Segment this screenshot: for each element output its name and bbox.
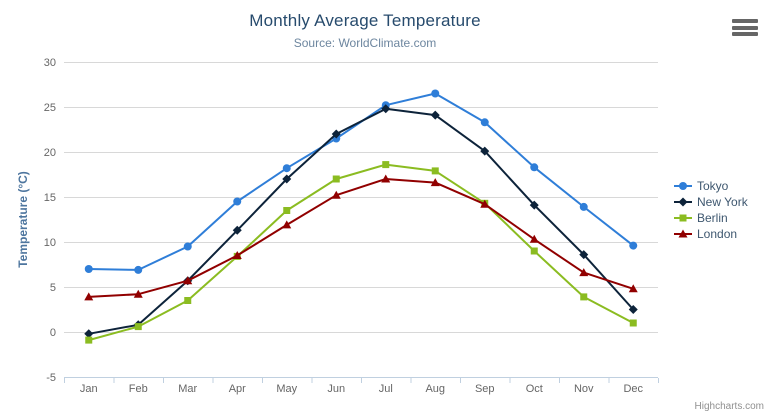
data-point-marker-new-york[interactable] bbox=[84, 329, 94, 339]
triangle-legend-marker-icon bbox=[674, 229, 692, 238]
y-axis-tick-label: 10 bbox=[44, 237, 56, 249]
data-point-marker-berlin[interactable] bbox=[629, 319, 637, 327]
data-point-marker-tokyo[interactable] bbox=[629, 241, 638, 250]
data-point-marker-new-york-legend[interactable] bbox=[678, 197, 688, 207]
diamond-legend-marker-icon bbox=[674, 197, 692, 207]
x-axis-tick-label: Feb bbox=[129, 383, 148, 395]
data-point-marker-berlin[interactable] bbox=[184, 297, 192, 304]
data-point-marker-new-york[interactable] bbox=[579, 250, 589, 260]
data-point-marker-berlin-legend[interactable] bbox=[679, 214, 687, 222]
data-point-marker-berlin[interactable] bbox=[580, 293, 588, 301]
y-axis-tick-label: 30 bbox=[44, 57, 56, 69]
data-point-marker-tokyo[interactable] bbox=[282, 164, 291, 173]
data-point-marker-new-york[interactable] bbox=[282, 174, 292, 184]
series-line-tokyo[interactable] bbox=[87, 92, 635, 271]
x-axis-tick-label: Jan bbox=[80, 383, 98, 395]
x-axis-tick-label: Oct bbox=[526, 383, 543, 395]
x-axis-tick-label: Dec bbox=[623, 383, 643, 395]
chart-title: Monthly Average Temperature bbox=[249, 11, 481, 30]
legend-label: New York bbox=[697, 195, 748, 209]
legend-label: London bbox=[697, 227, 738, 241]
data-point-marker-london[interactable] bbox=[480, 199, 490, 208]
data-point-marker-tokyo[interactable] bbox=[480, 118, 489, 127]
data-point-marker-berlin[interactable] bbox=[283, 207, 291, 214]
x-axis-tick-label: Aug bbox=[425, 383, 445, 395]
data-point-marker-new-york[interactable] bbox=[331, 129, 341, 139]
y-axis-tick-label: 25 bbox=[44, 102, 56, 114]
data-point-marker-london[interactable] bbox=[331, 190, 341, 199]
data-point-marker-berlin[interactable] bbox=[431, 167, 439, 175]
hamburger-icon bbox=[732, 32, 758, 36]
legend-item-tokyo[interactable]: Tokyo bbox=[674, 178, 748, 194]
data-point-marker-tokyo[interactable] bbox=[431, 89, 440, 98]
data-point-marker-berlin[interactable] bbox=[134, 323, 142, 331]
credits-link[interactable]: Highcharts.com bbox=[694, 401, 764, 412]
data-point-marker-london[interactable] bbox=[183, 276, 193, 285]
legend-item-berlin[interactable]: Berlin bbox=[674, 210, 748, 226]
data-point-marker-new-york[interactable] bbox=[232, 225, 242, 235]
y-axis-tick-label: 0 bbox=[50, 327, 56, 339]
x-axis-tick-label: May bbox=[276, 383, 297, 395]
export-menu-button[interactable] bbox=[732, 19, 758, 36]
legend: Tokyo New York Berlin London bbox=[674, 178, 748, 242]
legend-item-london[interactable]: London bbox=[674, 226, 748, 242]
y-axis-title: Temperature (°C) bbox=[16, 171, 30, 268]
data-point-marker-new-york[interactable] bbox=[480, 146, 490, 156]
legend-label: Berlin bbox=[697, 211, 728, 225]
data-point-marker-new-york[interactable] bbox=[628, 305, 638, 314]
data-point-marker-london[interactable] bbox=[232, 251, 242, 259]
x-axis-tick-label: Nov bbox=[574, 383, 594, 395]
data-point-marker-berlin[interactable] bbox=[332, 175, 340, 183]
legend-item-new-york[interactable]: New York bbox=[674, 194, 748, 210]
hamburger-icon bbox=[732, 19, 758, 23]
data-point-marker-tokyo[interactable] bbox=[233, 197, 242, 206]
x-axis-tick-label: Apr bbox=[229, 383, 246, 395]
data-point-marker-berlin[interactable] bbox=[382, 161, 390, 169]
hamburger-icon bbox=[732, 25, 758, 30]
data-point-marker-london[interactable] bbox=[529, 234, 539, 243]
x-axis-tick-label: Mar bbox=[178, 383, 197, 395]
data-point-marker-new-york[interactable] bbox=[430, 110, 440, 120]
data-point-marker-tokyo[interactable] bbox=[183, 242, 192, 251]
data-point-marker-tokyo[interactable] bbox=[579, 202, 588, 211]
series-line-berlin[interactable] bbox=[87, 163, 635, 342]
data-point-marker-tokyo[interactable] bbox=[530, 163, 539, 172]
series-new-york bbox=[84, 104, 638, 339]
y-axis-tick-label: 20 bbox=[44, 147, 56, 159]
series-london bbox=[84, 174, 638, 301]
y-axis-tick-label: 5 bbox=[50, 282, 56, 294]
data-point-marker-tokyo[interactable] bbox=[84, 265, 93, 273]
data-point-marker-london[interactable] bbox=[430, 178, 440, 187]
data-point-marker-new-york[interactable] bbox=[529, 200, 539, 210]
data-point-marker-tokyo-legend[interactable] bbox=[679, 182, 687, 190]
data-point-marker-london[interactable] bbox=[282, 220, 292, 229]
x-axis-tick-label: Jun bbox=[327, 383, 345, 395]
y-axis-tick-label: 15 bbox=[44, 192, 56, 204]
data-point-marker-london[interactable] bbox=[133, 289, 143, 298]
data-point-marker-london[interactable] bbox=[628, 284, 638, 293]
data-point-marker-london-legend[interactable] bbox=[678, 229, 688, 238]
data-point-marker-london[interactable] bbox=[381, 174, 391, 183]
data-point-marker-berlin[interactable] bbox=[530, 247, 538, 255]
series-tokyo bbox=[84, 89, 638, 274]
legend-label: Tokyo bbox=[697, 179, 729, 193]
series-line-london[interactable] bbox=[87, 178, 635, 298]
x-axis-tick-label: Jul bbox=[379, 383, 393, 395]
data-point-marker-new-york[interactable] bbox=[381, 104, 391, 114]
x-axis-tick-label: Sep bbox=[475, 383, 495, 395]
square-legend-marker-icon bbox=[674, 214, 692, 222]
series-line-new-york[interactable] bbox=[87, 107, 635, 335]
y-axis-tick-label: -5 bbox=[46, 372, 56, 384]
chart-subtitle: Source: WorldClimate.com bbox=[293, 36, 437, 50]
circle-legend-marker-icon bbox=[674, 182, 692, 190]
data-point-marker-tokyo[interactable] bbox=[134, 265, 143, 274]
data-point-marker-london[interactable] bbox=[579, 268, 589, 277]
data-point-marker-london[interactable] bbox=[84, 292, 94, 301]
data-point-marker-berlin[interactable] bbox=[85, 336, 93, 344]
